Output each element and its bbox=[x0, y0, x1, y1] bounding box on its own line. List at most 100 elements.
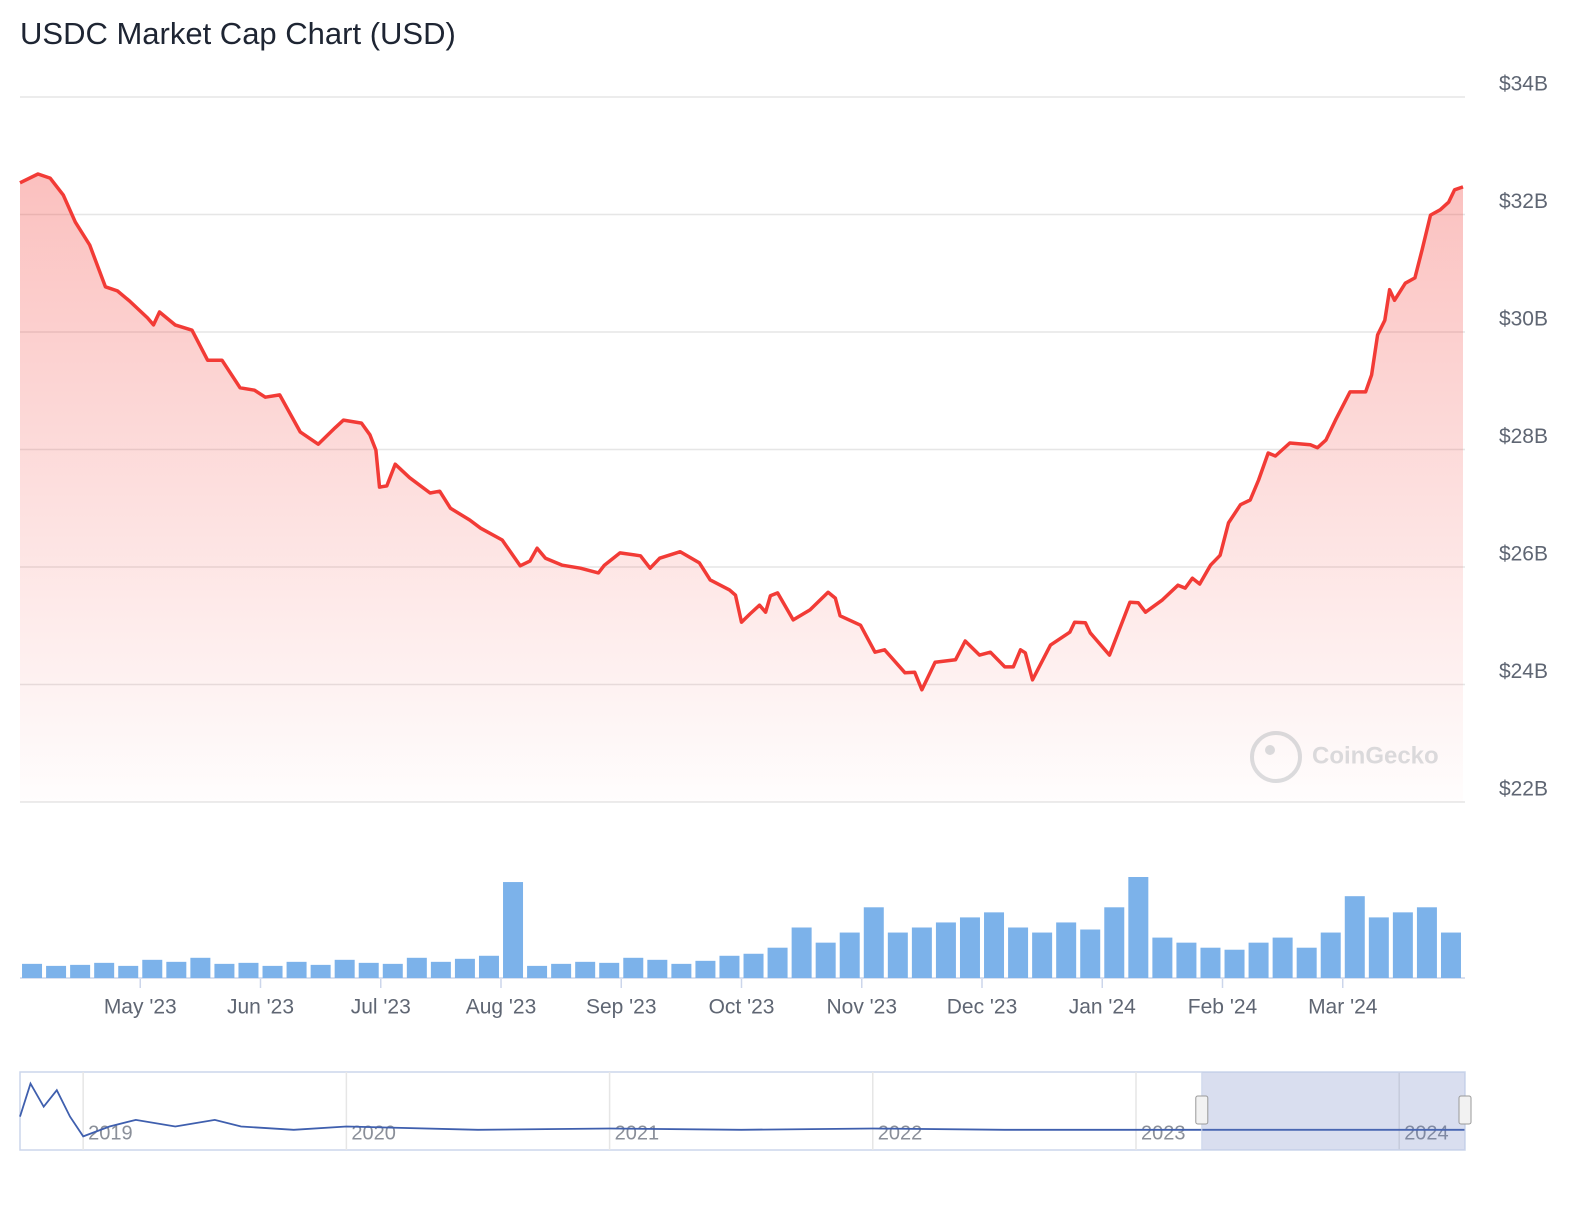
volume-bar bbox=[1440, 932, 1461, 978]
x-tick-label: Jun '23 bbox=[227, 996, 294, 1019]
volume-bar bbox=[1032, 932, 1053, 978]
volume-bar bbox=[1224, 949, 1245, 978]
x-tick-label: Aug '23 bbox=[466, 996, 537, 1019]
volume-bar bbox=[1248, 942, 1269, 978]
volume-bar bbox=[214, 963, 235, 978]
volume-bar bbox=[382, 963, 403, 978]
volume-bar bbox=[1080, 929, 1101, 978]
watermark-text: CoinGecko bbox=[1312, 742, 1439, 769]
navigator-tick-label: 2024 bbox=[1404, 1122, 1449, 1144]
volume-bar bbox=[575, 961, 596, 978]
volume-bar bbox=[767, 947, 788, 978]
volume-bar bbox=[1176, 942, 1197, 978]
volume-bar bbox=[1368, 917, 1389, 978]
navigator-frame bbox=[19, 1071, 1466, 1151]
volume-bar bbox=[1272, 937, 1293, 978]
navigator-tick-label: 2019 bbox=[88, 1122, 133, 1144]
volume-bar bbox=[334, 959, 355, 978]
x-tick-label: Jan '24 bbox=[1069, 996, 1136, 1019]
volume-bar bbox=[166, 961, 187, 978]
volume-bar bbox=[551, 963, 572, 978]
volume-bar bbox=[503, 882, 524, 978]
y-tick-label: $26B bbox=[1499, 543, 1548, 566]
volume-bar bbox=[94, 962, 115, 978]
volume-bar bbox=[887, 932, 908, 978]
watermark-logo-eye bbox=[1265, 745, 1275, 755]
volume-bar bbox=[1128, 877, 1149, 978]
volume-bar bbox=[935, 922, 956, 978]
volume-bar bbox=[984, 912, 1005, 978]
volume-bar bbox=[623, 957, 644, 978]
volume-bar bbox=[1008, 927, 1029, 978]
navigator-tick-label: 2020 bbox=[351, 1122, 396, 1144]
x-tick-label: May '23 bbox=[104, 996, 177, 1019]
volume-bar bbox=[1104, 907, 1125, 978]
plot-area bbox=[19, 172, 1464, 802]
navigator-handle[interactable] bbox=[1458, 1095, 1472, 1125]
volume-bar bbox=[46, 965, 67, 978]
volume-bar bbox=[815, 942, 836, 978]
navigator-selection[interactable] bbox=[1201, 1071, 1466, 1151]
volume-bar bbox=[863, 907, 884, 978]
area bbox=[20, 174, 1463, 802]
navigator-line bbox=[19, 1081, 1465, 1138]
volume-bar bbox=[1200, 947, 1221, 978]
navigator-handle[interactable] bbox=[1195, 1095, 1209, 1125]
y-tick-label: $34B bbox=[1499, 73, 1548, 96]
y-tick-label: $24B bbox=[1499, 660, 1548, 683]
volume-bar bbox=[719, 955, 740, 978]
volume-bar bbox=[430, 961, 451, 978]
volume-bar bbox=[647, 959, 668, 978]
x-tick-label: Feb '24 bbox=[1188, 996, 1258, 1019]
volume-bar bbox=[1320, 932, 1341, 978]
volume-bar bbox=[478, 955, 499, 978]
volume-bar bbox=[70, 964, 91, 978]
y-tick-label: $22B bbox=[1499, 778, 1548, 801]
y-tick-label: $30B bbox=[1499, 308, 1548, 331]
x-tick-label: Sep '23 bbox=[586, 996, 657, 1019]
navigator-tick-label: 2023 bbox=[1141, 1122, 1186, 1144]
chart-title: USDC Market Cap Chart (USD) bbox=[20, 16, 456, 51]
y-tick-label: $32B bbox=[1499, 190, 1548, 213]
navigator-tick-label: 2021 bbox=[615, 1122, 660, 1144]
volume-bar bbox=[1056, 922, 1077, 978]
volume-bar bbox=[599, 962, 620, 978]
volume-bar bbox=[1344, 896, 1365, 978]
x-tick-label: Oct '23 bbox=[709, 996, 775, 1019]
x-tick-label: Nov '23 bbox=[826, 996, 897, 1019]
x-tick-label: Dec '23 bbox=[947, 996, 1018, 1019]
volume-bar bbox=[1416, 907, 1437, 978]
x-tick-label: Mar '24 bbox=[1308, 996, 1378, 1019]
volume-bar bbox=[454, 958, 475, 978]
volume-bar bbox=[406, 957, 427, 978]
volume-bar bbox=[743, 953, 764, 978]
volume-bar bbox=[695, 960, 716, 978]
volume-bar bbox=[190, 957, 211, 978]
volume-bar bbox=[142, 959, 163, 978]
volume-bar bbox=[791, 927, 812, 978]
x-axis: May '23 Jun '23 Jul '23 Aug '23 Sep '23 Oct '… bbox=[104, 979, 1378, 1019]
volume-bar bbox=[1296, 947, 1317, 978]
volume-bar bbox=[286, 961, 307, 978]
y-tick-label: $28B bbox=[1499, 425, 1548, 448]
volume-bar bbox=[358, 962, 379, 978]
volume-bar bbox=[310, 964, 331, 978]
volume-bar bbox=[238, 962, 259, 978]
watermark: CoinGecko bbox=[1250, 731, 1439, 783]
x-tick-label: Jul '23 bbox=[351, 996, 411, 1019]
volume-bar bbox=[527, 965, 548, 978]
volume-bar bbox=[839, 932, 860, 978]
volume bbox=[20, 877, 1465, 979]
volume-bar bbox=[22, 963, 43, 978]
volume-bar bbox=[671, 963, 692, 978]
volume-bar bbox=[911, 927, 932, 978]
navigator[interactable]: 2019 2020 2021 2022 2023 2024 bbox=[19, 1071, 1472, 1151]
volume-bar bbox=[1152, 937, 1173, 978]
volume-bar bbox=[959, 917, 980, 978]
volume-bar bbox=[1392, 912, 1413, 978]
watermark-logo bbox=[1250, 731, 1302, 783]
volume-bar bbox=[118, 965, 139, 978]
line bbox=[19, 172, 1464, 692]
